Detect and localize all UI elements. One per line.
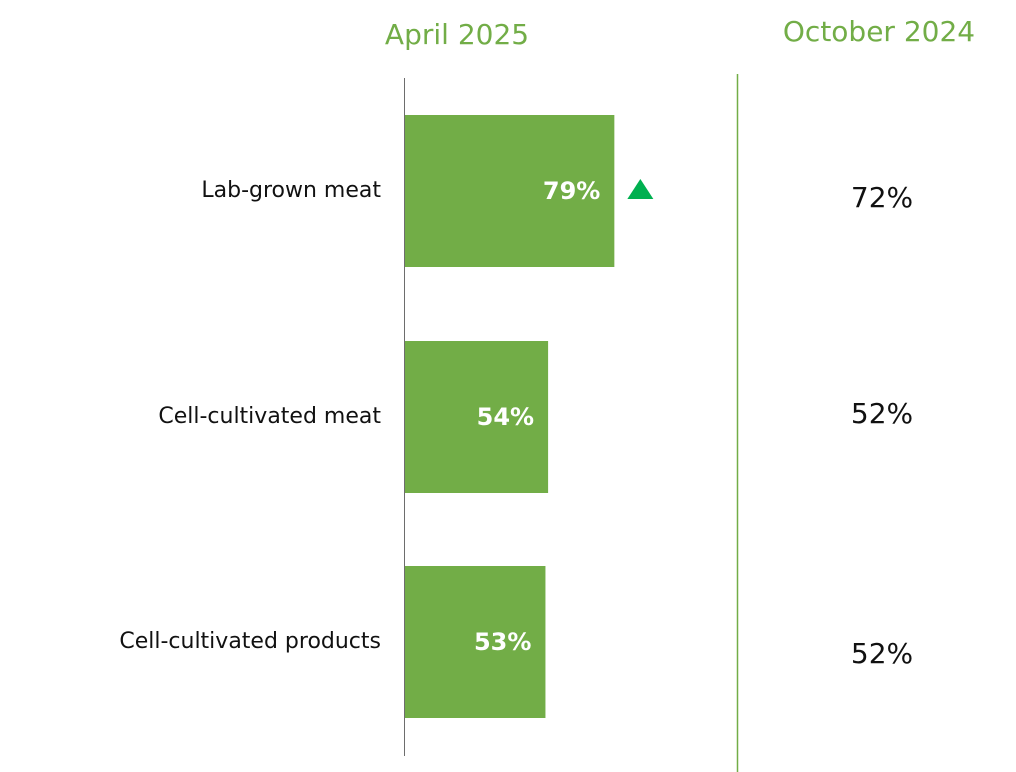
category-label-cell-cultivated-meat: Cell-cultivated meat	[158, 404, 381, 429]
up-arrow-icon	[627, 179, 654, 199]
bar-cell-cultivated-meat	[405, 341, 549, 493]
bar-lab-grown-meat	[405, 115, 615, 267]
value-label-cell-cultivated-products: 53%	[474, 628, 531, 656]
comparison-value-cell-cultivated-meat: 52%	[851, 397, 913, 430]
comparison-value-cell-cultivated-products: 52%	[851, 637, 913, 670]
header-april-2025: April 2025	[385, 18, 529, 51]
comparison-value-lab-grown-meat: 72%	[851, 181, 913, 214]
bar-cell-cultivated-products	[405, 566, 546, 718]
value-label-cell-cultivated-meat: 54%	[477, 403, 534, 431]
header-october-2024: October 2024	[783, 15, 975, 48]
value-label-lab-grown-meat: 79%	[543, 177, 600, 205]
category-label-cell-cultivated-products: Cell-cultivated products	[119, 629, 381, 654]
category-label-lab-grown-meat: Lab-grown meat	[201, 178, 381, 203]
